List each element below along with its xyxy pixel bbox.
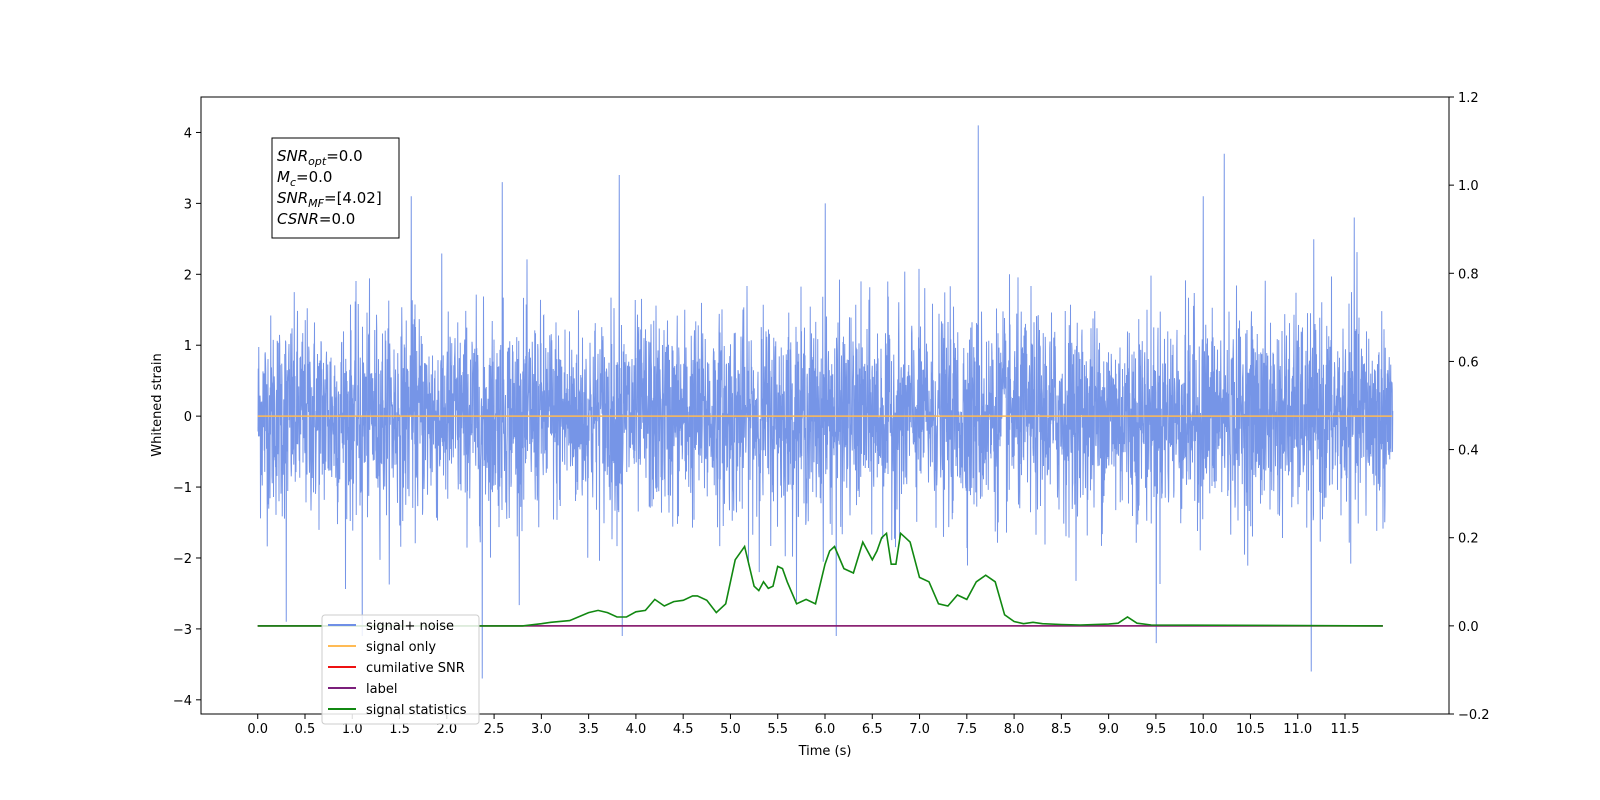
- y-left-tick-label: 2: [184, 268, 192, 283]
- legend-entry-label: cumilative SNR: [366, 661, 465, 676]
- y-left-tick-label: −1: [173, 481, 192, 496]
- x-tick-label: 9.5: [1146, 722, 1167, 737]
- y-left-tick-label: 4: [184, 126, 192, 141]
- x-tick-label: 2.5: [484, 722, 505, 737]
- y-right-tick-label: 1.2: [1458, 91, 1479, 106]
- x-tick-label: 7.5: [956, 722, 977, 737]
- legend-entry-label: label: [366, 682, 397, 697]
- y-right-tick-label: −0.2: [1458, 708, 1490, 723]
- series-signal-noise: [257, 125, 1394, 679]
- y-right-tick-label: 0.2: [1458, 532, 1479, 547]
- info-box-line: Mc=0.0: [277, 168, 332, 189]
- x-axis: 0.0 0.5 1.0 1.5 2.0 2.5 3.0 3.5 4.0 4.5 5.0 5.5 6.0 6…: [247, 714, 1359, 737]
- y-left-tick-label: −4: [173, 694, 192, 709]
- y-axis-left-label: Whitened strain: [150, 353, 165, 456]
- x-tick-label: 5.0: [720, 722, 741, 737]
- y-left-tick-label: 3: [184, 197, 192, 212]
- x-tick-label: 6.5: [862, 722, 883, 737]
- signal-noise-line: [257, 125, 1394, 679]
- legend-entry-label: signal+ noise: [366, 619, 454, 634]
- legend-entry-label: signal statistics: [366, 703, 467, 718]
- x-tick-label: 5.5: [767, 722, 788, 737]
- x-tick-label: 4.0: [626, 722, 647, 737]
- x-axis-label: Time (s): [798, 744, 852, 759]
- y-left-tick-label: 0: [184, 410, 192, 425]
- x-tick-label: 9.0: [1098, 722, 1119, 737]
- x-tick-label: 3.5: [578, 722, 599, 737]
- y-left-tick-label: 1: [184, 339, 192, 354]
- x-tick-label: 1.0: [342, 722, 363, 737]
- y-axis-right: 1.2 1.0 0.8 0.6 0.4 0.2 0.0 −0.2: [1449, 91, 1490, 723]
- y-right-tick-label: 0.8: [1458, 267, 1479, 282]
- info-box-frame: [271, 137, 400, 239]
- x-tick-label: 11.0: [1283, 722, 1312, 737]
- x-tick-label: 10.5: [1236, 722, 1265, 737]
- x-tick-label: 8.0: [1004, 722, 1025, 737]
- legend-entry-label: signal only: [366, 640, 436, 655]
- info-box-line: CSNR=0.0: [277, 210, 355, 228]
- x-tick-label: 0.5: [295, 722, 316, 737]
- series-signal-statistics-line: [257, 531, 1383, 627]
- x-tick-label: 11.5: [1331, 722, 1360, 737]
- x-tick-label: 0.0: [247, 722, 268, 737]
- x-tick-label: 2.0: [436, 722, 457, 737]
- x-tick-label: 1.5: [389, 722, 410, 737]
- y-right-tick-label: 0.4: [1458, 444, 1479, 459]
- y-right-tick-label: 0.0: [1458, 620, 1479, 635]
- y-left-tick-label: −3: [173, 623, 192, 638]
- y-left-tick-label: −2: [173, 552, 192, 567]
- x-tick-label: 4.5: [673, 722, 694, 737]
- info-box-line: SNRopt=0.0: [277, 147, 363, 168]
- info-box-line: SNRMF=[4.02]: [277, 189, 382, 210]
- x-tick-label: 3.0: [531, 722, 552, 737]
- x-tick-label: 6.0: [815, 722, 836, 737]
- legend-frame: [321, 614, 480, 725]
- y-right-tick-label: 0.6: [1458, 355, 1479, 370]
- x-tick-label: 8.5: [1051, 722, 1072, 737]
- y-axis-left: 4 3 2 1 0 −1 −2 −3 −4: [173, 126, 201, 709]
- x-tick-label: 7.0: [909, 722, 930, 737]
- y-right-tick-label: 1.0: [1458, 179, 1479, 194]
- legend: signal+ noise signal only cumilative SNR la…: [321, 614, 480, 725]
- x-tick-label: 10.0: [1189, 722, 1218, 737]
